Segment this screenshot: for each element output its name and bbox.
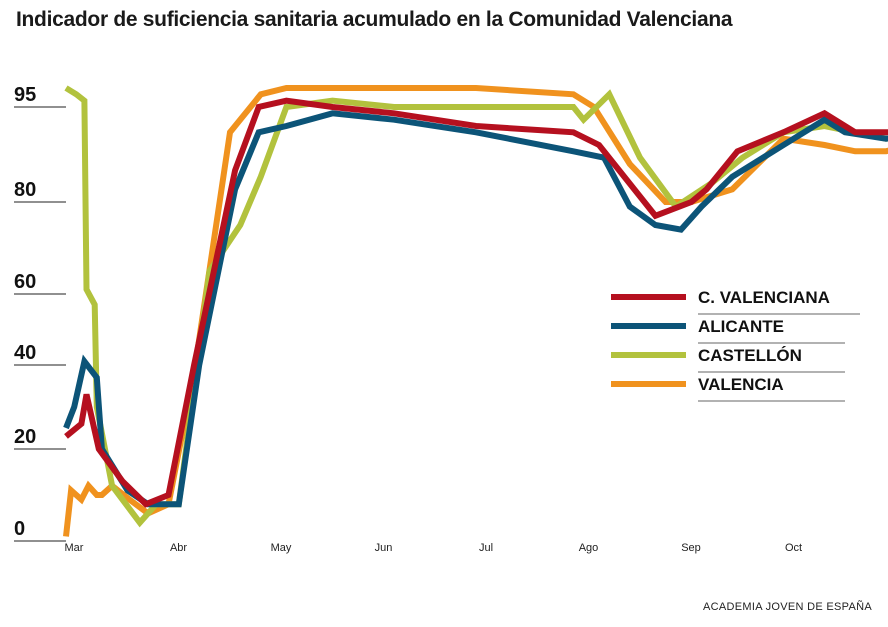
chart-title: Indicador de suficiencia sanitaria acumu… [16, 8, 733, 31]
series-lines [63, 85, 888, 537]
y-tick-label: 95 [14, 84, 36, 106]
x-tick-label: Abr [170, 542, 187, 554]
source-credit: ACADEMIA JOVEN DE ESPAÑA [703, 601, 872, 613]
series-line-c-valenciana [64, 97, 888, 508]
legend: C. VALENCIANA ALICANTE CASTELLÓN VALENCIA [611, 288, 860, 402]
x-tick-label: Ago [579, 542, 599, 554]
x-tick-label: Jun [375, 542, 393, 554]
x-tick-label: Oct [785, 542, 802, 554]
x-tick-label: Mar [65, 542, 84, 554]
legend-label: CASTELLÓN [698, 346, 802, 365]
legend-label: ALICANTE [698, 317, 784, 336]
y-axis: 0 20 40 60 80 95 [14, 84, 66, 542]
x-axis: Mar Abr May Jun Jul Ago Sep Oct [65, 542, 803, 554]
x-tick-label: Jul [479, 542, 493, 554]
y-tick-label: 80 [14, 179, 36, 201]
legend-label: C. VALENCIANA [698, 288, 830, 307]
y-tick-label: 0 [14, 518, 25, 540]
legend-label: VALENCIA [698, 375, 784, 394]
y-tick-label: 20 [14, 426, 36, 448]
x-tick-label: Sep [681, 542, 701, 554]
series-line-alicante [63, 110, 888, 508]
y-tick-label: 40 [14, 342, 36, 364]
y-tick-label: 60 [14, 271, 36, 293]
x-tick-label: May [271, 542, 292, 554]
